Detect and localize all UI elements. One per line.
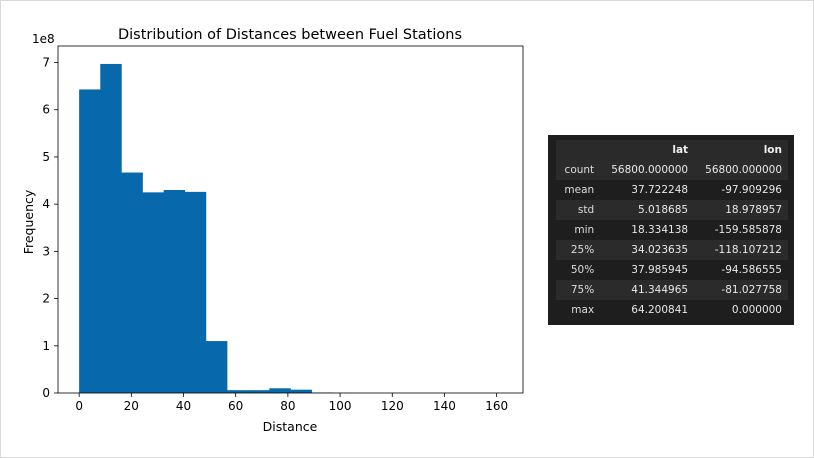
histogram-bar bbox=[100, 63, 122, 394]
y-axis-ticks: 0 1 2 3 4 5 6 7 bbox=[42, 56, 58, 400]
plot-frame bbox=[57, 45, 524, 394]
y-tick-label: 7 bbox=[42, 56, 50, 70]
y-tick-label: 3 bbox=[42, 244, 50, 258]
y-scale-note: 1e8 bbox=[32, 32, 55, 46]
histogram-bar bbox=[290, 389, 312, 393]
histogram-bar bbox=[184, 191, 207, 393]
cell-lat: 37.985945 bbox=[600, 260, 695, 280]
x-axis-label: Distance bbox=[263, 419, 318, 434]
row-label: min bbox=[556, 220, 601, 240]
table-row: 75% 41.344965 -81.027758 bbox=[556, 280, 788, 300]
cell-lon: 0.000000 bbox=[694, 300, 788, 320]
cell-lat: 18.334138 bbox=[600, 220, 695, 240]
y-tick-label: 2 bbox=[42, 292, 50, 306]
cell-lat: 5.018685 bbox=[600, 200, 695, 220]
cell-lon: -81.027758 bbox=[694, 280, 788, 300]
cell-lon: 18.978957 bbox=[694, 200, 788, 220]
y-tick-label: 0 bbox=[42, 386, 50, 400]
y-axis-label: Frequency bbox=[21, 189, 36, 254]
cell-lon: -159.585878 bbox=[694, 220, 788, 240]
row-label: std bbox=[556, 200, 601, 220]
table-row: count 56800.000000 56800.000000 bbox=[556, 160, 788, 180]
x-tick-label: 40 bbox=[176, 399, 191, 413]
column-header-lat: lat bbox=[600, 140, 695, 160]
row-label: count bbox=[556, 160, 601, 180]
x-tick-label: 80 bbox=[280, 399, 295, 413]
row-label: 25% bbox=[556, 240, 601, 260]
y-tick-label: 1 bbox=[42, 339, 50, 353]
y-tick-label: 6 bbox=[42, 103, 50, 117]
histogram-bar bbox=[227, 390, 249, 393]
cell-lat: 34.023635 bbox=[600, 240, 695, 260]
table-row: 50% 37.985945 -94.586555 bbox=[556, 260, 788, 280]
histogram-bar bbox=[269, 388, 291, 393]
histogram-bar bbox=[121, 172, 143, 393]
describe-table: lat lon count 56800.000000 56800.000000 … bbox=[556, 140, 788, 320]
table-row: min 18.334138 -159.585878 bbox=[556, 220, 788, 240]
histogram-bar bbox=[142, 192, 164, 393]
x-tick-label: 0 bbox=[75, 399, 83, 413]
cell-lon: -94.586555 bbox=[694, 260, 788, 280]
row-label: mean bbox=[556, 180, 601, 200]
x-tick-label: 120 bbox=[381, 399, 404, 413]
cell-lat: 64.200841 bbox=[600, 300, 695, 320]
x-tick-label: 20 bbox=[124, 399, 139, 413]
table-row: max 64.200841 0.000000 bbox=[556, 300, 788, 320]
column-header-index bbox=[556, 140, 601, 160]
x-tick-label: 160 bbox=[485, 399, 508, 413]
cell-lon: -118.107212 bbox=[694, 240, 788, 260]
x-tick-label: 100 bbox=[329, 399, 352, 413]
histogram-chart: Distribution of Distances between Fuel S… bbox=[21, 27, 524, 434]
chart-title: Distribution of Distances between Fuel S… bbox=[118, 27, 462, 43]
table-row: mean 37.722248 -97.909296 bbox=[556, 180, 788, 200]
row-label: 75% bbox=[556, 280, 601, 300]
cell-lat: 56800.000000 bbox=[600, 160, 695, 180]
column-header-lon: lon bbox=[694, 140, 788, 160]
x-tick-label: 140 bbox=[433, 399, 456, 413]
cell-lat: 37.722248 bbox=[600, 180, 695, 200]
histogram-bar bbox=[248, 390, 270, 393]
describe-table-panel: lat lon count 56800.000000 56800.000000 … bbox=[548, 135, 794, 325]
histogram-bar bbox=[163, 189, 186, 393]
y-tick-label: 5 bbox=[42, 150, 50, 164]
cell-lat: 41.344965 bbox=[600, 280, 695, 300]
table-row: std 5.018685 18.978957 bbox=[556, 200, 788, 220]
table-row: 25% 34.023635 -118.107212 bbox=[556, 240, 788, 260]
row-label: max bbox=[556, 300, 601, 320]
x-tick-label: 60 bbox=[228, 399, 243, 413]
histogram-bars bbox=[79, 63, 503, 394]
table-header-row: lat lon bbox=[556, 140, 788, 160]
cell-lon: -97.909296 bbox=[694, 180, 788, 200]
histogram-bar bbox=[79, 89, 101, 393]
x-axis-ticks: 0 20 40 60 80 100 120 140 160 bbox=[75, 393, 508, 413]
y-tick-label: 4 bbox=[42, 197, 50, 211]
row-label: 50% bbox=[556, 260, 601, 280]
cell-lon: 56800.000000 bbox=[694, 160, 788, 180]
histogram-bar bbox=[205, 341, 228, 393]
